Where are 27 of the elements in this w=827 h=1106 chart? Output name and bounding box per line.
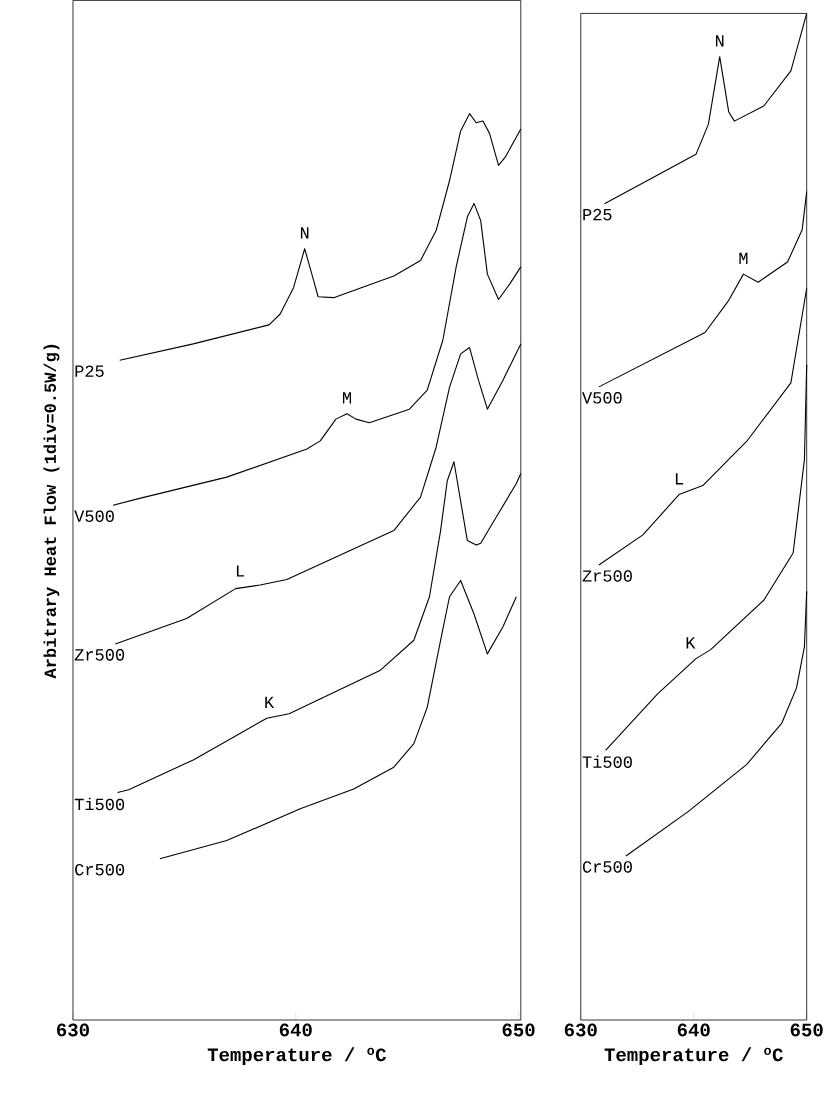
x-tick-label: 640: [677, 1023, 710, 1037]
annotation: N: [715, 35, 724, 47]
x-tick-label: 630: [56, 1023, 89, 1037]
series-label: Ti500: [582, 755, 632, 768]
series-label: Zr500: [74, 649, 125, 661]
x-tick-label: 640: [279, 1023, 312, 1037]
series-label: Zr500: [582, 570, 632, 582]
series-label: Cr500: [582, 861, 632, 873]
series-label: P25: [583, 208, 612, 221]
annotation: L: [675, 473, 684, 485]
annotation: M: [342, 392, 351, 404]
annotation: M: [739, 252, 748, 264]
annotation: L: [236, 565, 245, 577]
series-label: V500: [582, 392, 622, 404]
annotation: K: [265, 696, 275, 709]
x-tick-label: 630: [564, 1023, 597, 1037]
x-tick-label: 650: [790, 1023, 823, 1037]
annotation: K: [686, 637, 696, 649]
annotation: N: [300, 227, 309, 239]
y-axis-title: Arbitrary Heat Flow (1div=0.5W/g): [43, 344, 60, 679]
x-axis-title: Temperature / $^{o}$C: [604, 1047, 783, 1066]
series-label: Ti500: [74, 797, 125, 811]
series-label: V500: [74, 510, 114, 522]
x-tick-label: 650: [502, 1023, 535, 1037]
series-label: P25: [75, 365, 104, 377]
text: Cr500: [75, 863, 125, 876]
x-axis-title: Temperature / $^{o}$C: [207, 1047, 387, 1066]
